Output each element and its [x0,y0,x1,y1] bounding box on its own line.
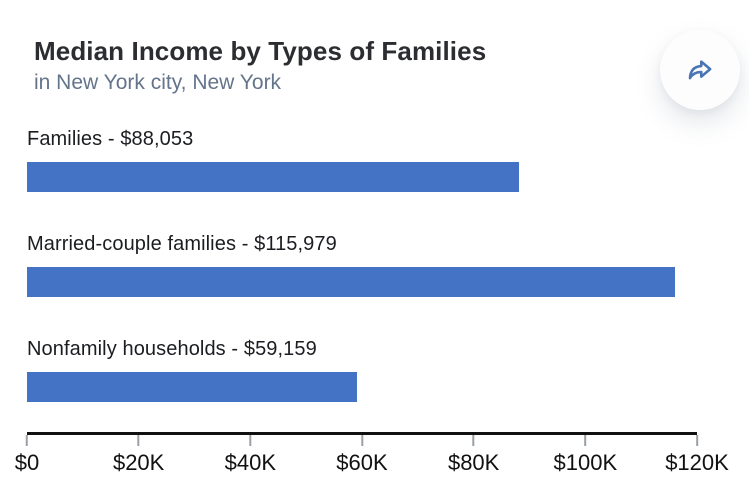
x-axis: $0 $20K $40K $60K $80K $100K $120K [15,432,729,482]
tick-label: $40K [224,450,277,475]
tick-mark [137,435,140,446]
tick-mark [584,435,587,446]
bar-label: Families - $88,053 [27,128,194,150]
tick-mark [25,435,28,446]
tick-mark [249,435,252,446]
axis-tick: $0 [15,435,39,476]
tick-mark [472,435,475,446]
axis-tick: $40K [225,435,276,476]
share-icon [684,56,716,84]
bar-row-families: Families - $88,053 [27,127,697,192]
share-button[interactable] [660,30,740,110]
page-subtitle: in New York city, New York [34,71,282,94]
bar-chart: Families - $88,053 Married-couple famili… [0,127,749,402]
tick-label: $100K [553,450,618,475]
axis-tick: $100K [553,435,618,476]
tick-label: $120K [665,450,729,475]
bar-track [27,267,697,297]
tick-label: $0 [14,450,40,475]
axis-tick: $120K [665,435,729,476]
bar-nonfamily-households[interactable] [27,372,358,402]
bar-label: Married-couple families - $115,979 [27,233,337,255]
tick-label: $60K [336,450,388,475]
tick-label: $80K [447,450,500,475]
bar-track [27,372,697,402]
bar-families[interactable] [27,162,519,192]
axis-tick: $60K [336,435,388,476]
chart-header: Median Income by Types of Families in Ne… [0,0,749,95]
axis-tick: $20K [113,435,164,476]
bar-married-couple-families[interactable] [27,267,675,297]
bar-label: Nonfamily households - $59,159 [27,338,317,360]
bar-track [27,162,697,192]
bar-row-married-couple-families: Married-couple families - $115,979 [27,232,697,297]
tick-label: $20K [112,450,165,475]
page-title: Median Income by Types of Families [34,36,487,66]
tick-mark [360,435,363,446]
bar-row-nonfamily-households: Nonfamily households - $59,159 [27,337,697,402]
axis-tick: $80K [448,435,499,476]
tick-mark [696,435,698,446]
